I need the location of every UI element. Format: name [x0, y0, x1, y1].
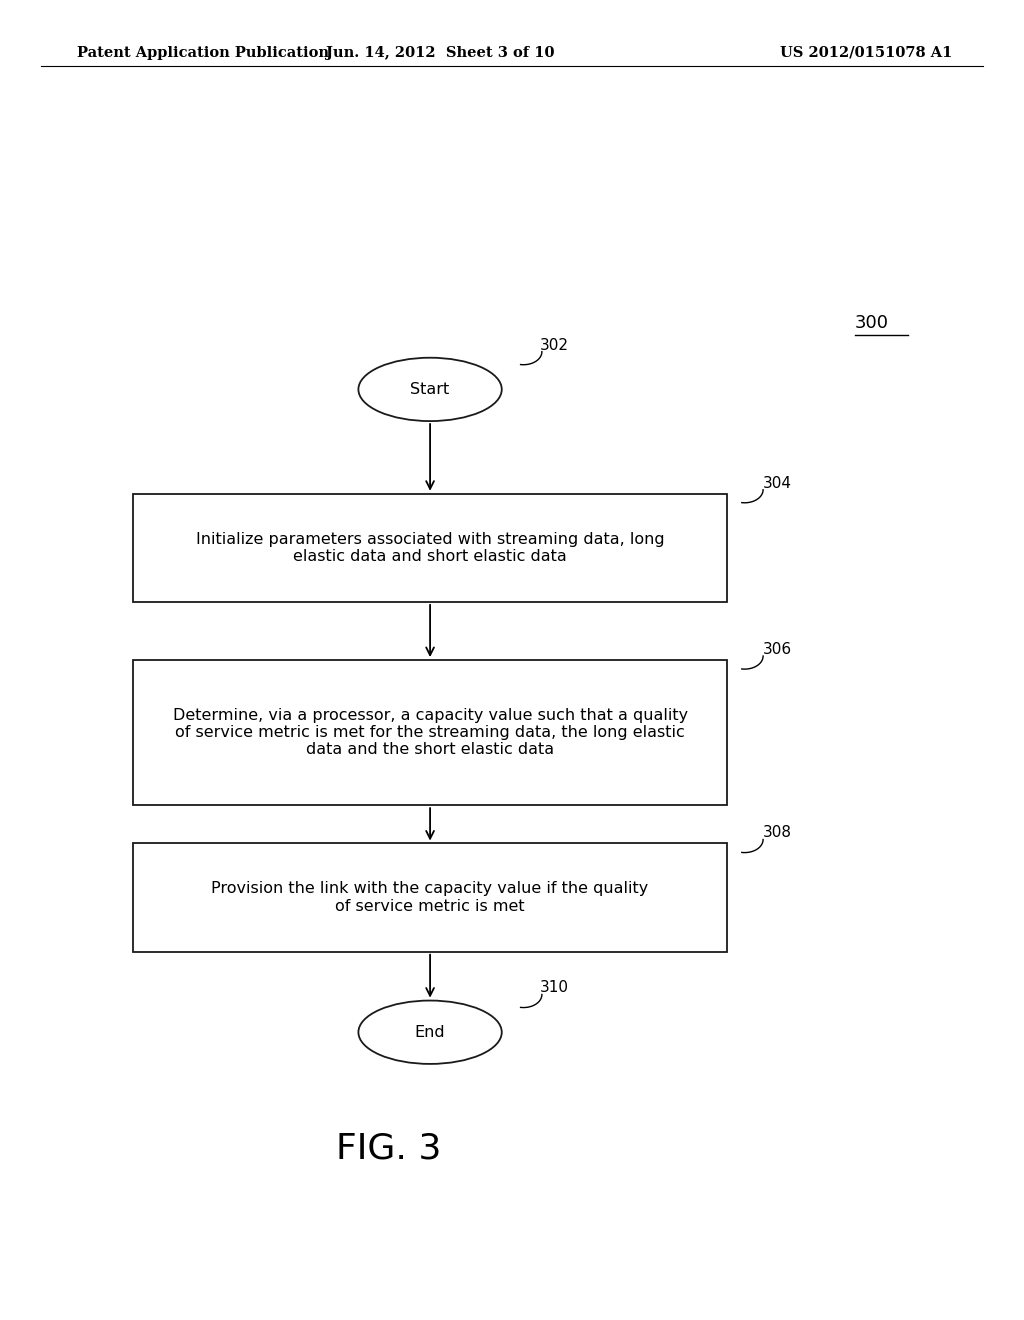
Text: 300: 300 [855, 314, 889, 333]
Text: 310: 310 [540, 981, 568, 995]
Text: 304: 304 [763, 475, 792, 491]
Bar [133, 660, 727, 805]
Text: 308: 308 [763, 825, 792, 841]
Text: Initialize parameters associated with streaming data, long
elastic data and shor: Initialize parameters associated with st… [196, 532, 665, 564]
Text: Determine, via a processor, a capacity value such that a quality
of service metr: Determine, via a processor, a capacity v… [172, 708, 688, 758]
Text: Provision the link with the capacity value if the quality
of service metric is m: Provision the link with the capacity val… [211, 882, 649, 913]
Text: Patent Application Publication: Patent Application Publication [77, 46, 329, 59]
Text: 306: 306 [763, 642, 792, 657]
Bar [133, 494, 727, 602]
Text: 302: 302 [540, 338, 568, 352]
Text: Jun. 14, 2012  Sheet 3 of 10: Jun. 14, 2012 Sheet 3 of 10 [326, 46, 555, 59]
Text: End: End [415, 1024, 445, 1040]
Bar [133, 843, 727, 952]
Text: US 2012/0151078 A1: US 2012/0151078 A1 [780, 46, 952, 59]
Text: FIG. 3: FIG. 3 [337, 1131, 441, 1166]
Text: Start: Start [411, 381, 450, 397]
